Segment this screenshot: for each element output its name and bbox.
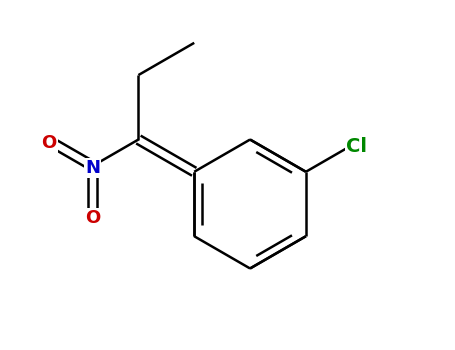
Text: O: O (85, 209, 100, 227)
Text: Cl: Cl (346, 137, 367, 156)
Text: O: O (41, 134, 57, 152)
Text: N: N (85, 159, 100, 177)
